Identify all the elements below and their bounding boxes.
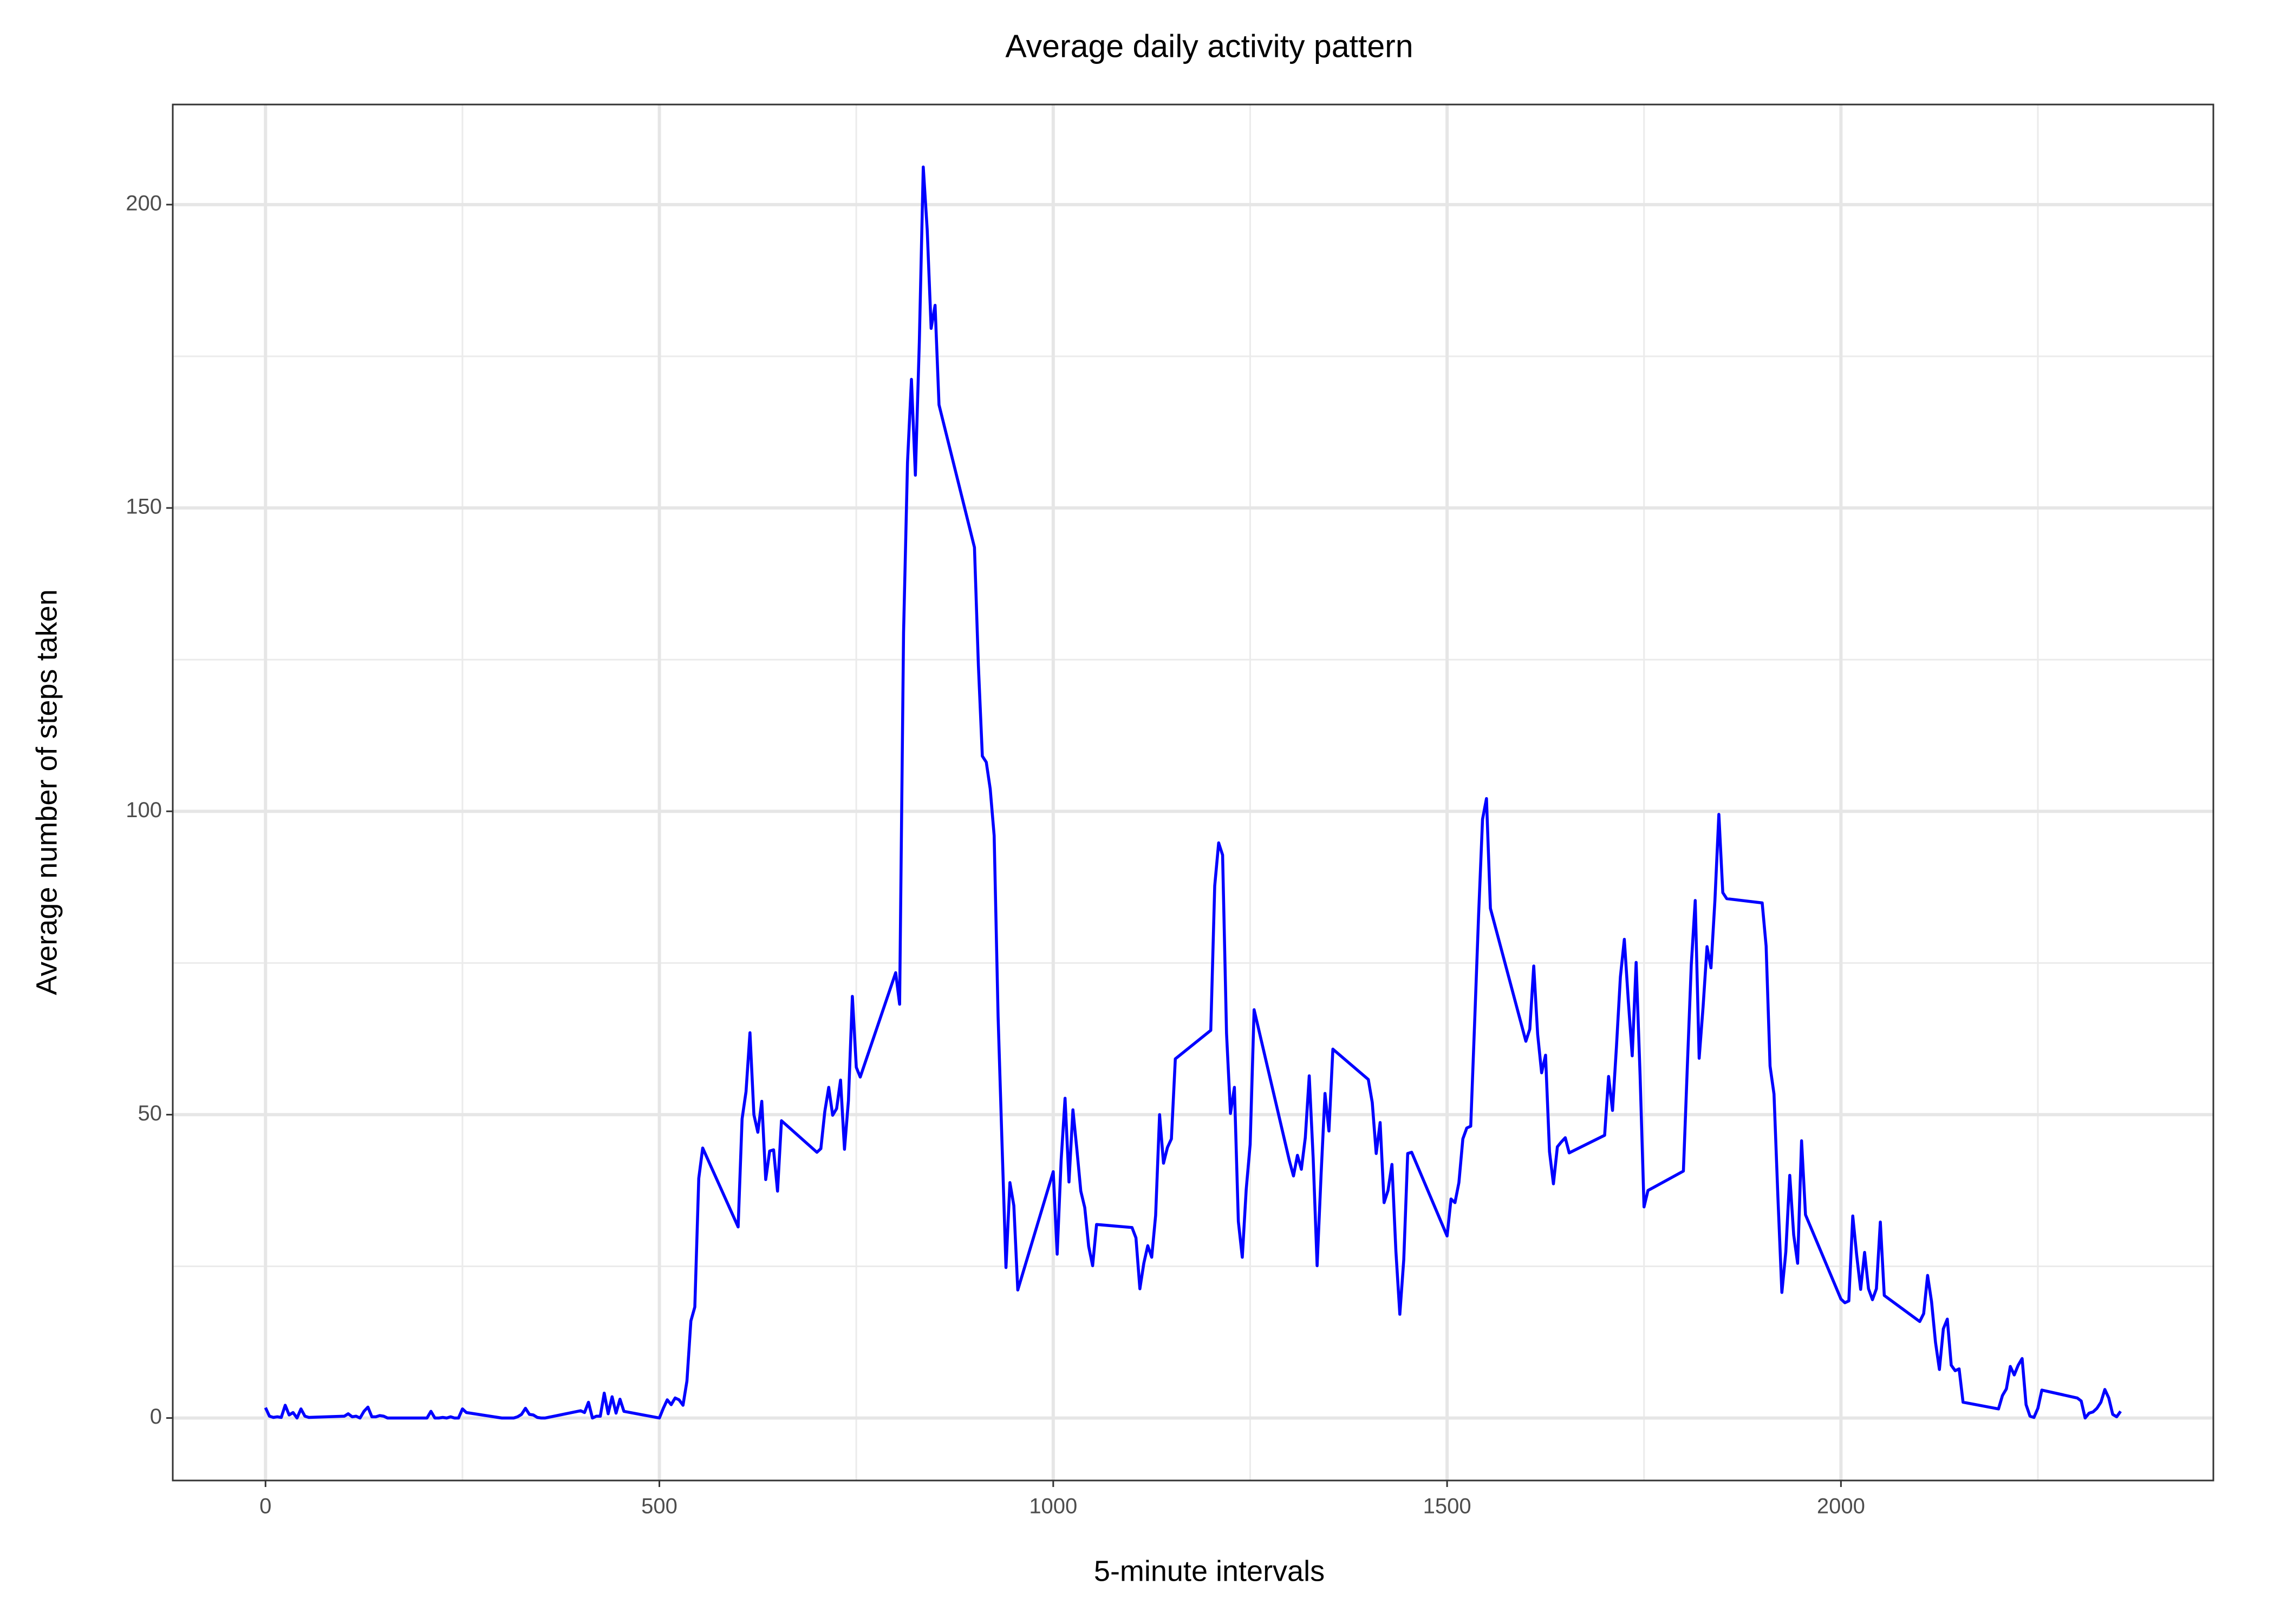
x-tick-label: 2000 [1817, 1495, 1865, 1518]
y-tick-label: 150 [126, 495, 162, 519]
plot-border [172, 103, 2214, 1482]
y-axis-title: Average number of steps taken [30, 589, 63, 995]
x-axis-title: 5-minute intervals [1094, 1555, 1325, 1587]
chart-title: Average daily activity pattern [1005, 29, 1413, 64]
y-tick-label: 50 [138, 1101, 162, 1125]
x-tick-label: 0 [259, 1495, 271, 1518]
x-tick-label: 500 [641, 1495, 677, 1518]
x-tick-label: 1500 [1423, 1495, 1471, 1518]
y-tick-label: 0 [150, 1405, 162, 1429]
x-tick-label: 1000 [1029, 1495, 1077, 1518]
y-tick-label: 200 [126, 191, 162, 215]
data-line [264, 165, 2122, 1420]
y-tick-label: 100 [126, 798, 162, 822]
